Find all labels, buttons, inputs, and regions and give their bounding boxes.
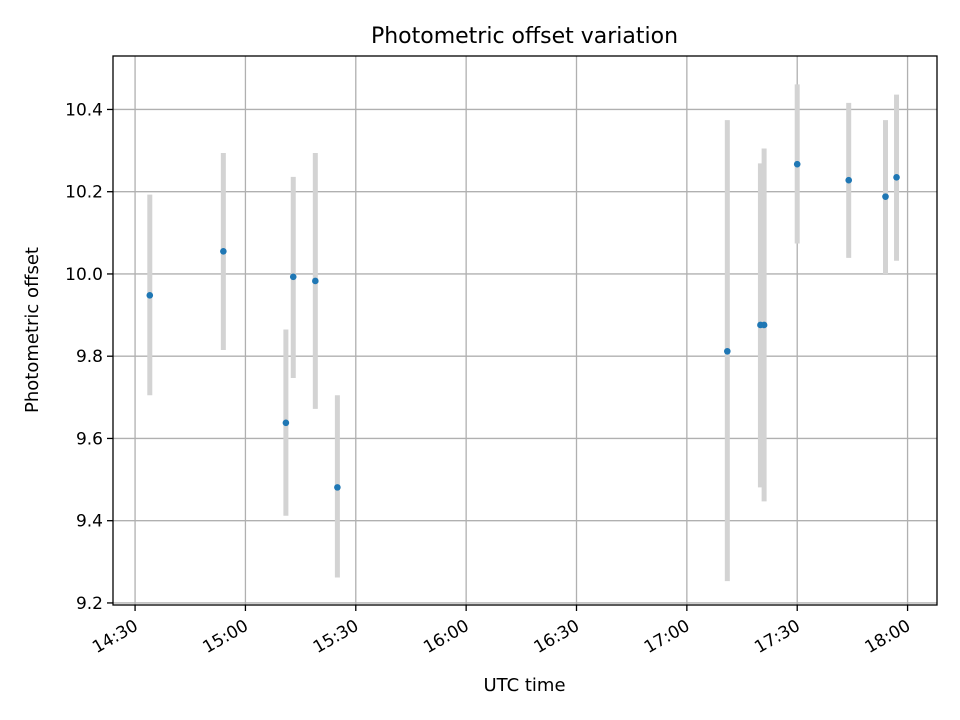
y-tick-label: 10.4 xyxy=(65,100,103,120)
data-point xyxy=(290,274,297,281)
data-point xyxy=(334,484,341,491)
y-axis-label: Photometric offset xyxy=(22,247,43,413)
data-point xyxy=(220,248,227,255)
data-point xyxy=(882,193,889,200)
y-tick-label: 9.4 xyxy=(76,512,103,532)
data-point xyxy=(283,420,290,427)
y-tick-label: 9.8 xyxy=(76,347,103,367)
y-tick-label: 10.0 xyxy=(65,265,103,285)
data-point xyxy=(724,348,731,355)
data-point xyxy=(794,161,801,168)
data-point xyxy=(312,278,319,285)
data-point xyxy=(761,322,768,329)
data-point xyxy=(893,174,900,181)
y-tick-label: 9.6 xyxy=(76,429,103,449)
data-point xyxy=(146,292,153,299)
x-axis-label: UTC time xyxy=(483,675,565,696)
chart-title: Photometric offset variation xyxy=(371,24,678,49)
y-tick-label: 10.2 xyxy=(65,183,103,203)
y-tick-label: 9.2 xyxy=(76,594,103,614)
data-point xyxy=(845,177,852,184)
